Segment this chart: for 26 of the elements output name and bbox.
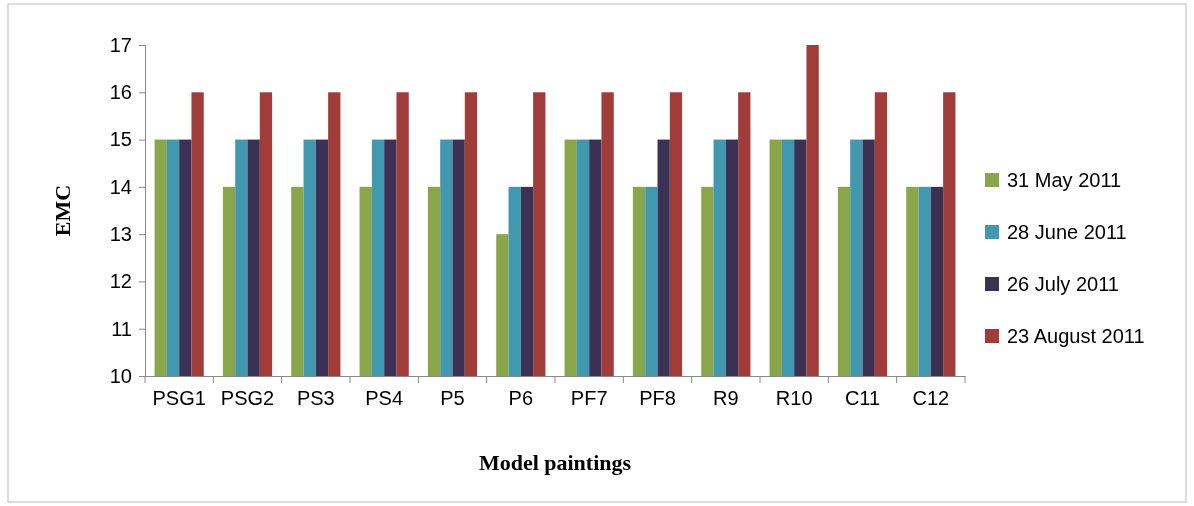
x-tick-label: PS4 (365, 387, 404, 409)
y-tick-label: 10 (109, 364, 132, 387)
x-tick-label: P6 (508, 387, 534, 409)
x-tick-label: R9 (713, 387, 739, 409)
x-tick-label: PS3 (296, 387, 335, 409)
y-axis-title: EMC (50, 184, 75, 237)
x-tick-label: PSG2 (220, 387, 275, 409)
x-tick-label: R10 (775, 387, 813, 409)
x-tick-label: P5 (440, 387, 465, 409)
y-tick-label: 14 (109, 175, 132, 198)
y-tick-label: 15 (109, 128, 132, 151)
y-tick-label: 13 (109, 223, 132, 246)
y-tick-label: 17 (109, 33, 132, 56)
y-tick-label: 11 (111, 317, 132, 340)
x-tick-label: PF8 (639, 387, 676, 409)
x-tick-label: C11 (844, 387, 881, 409)
x-axis-title: Model paintings (478, 450, 632, 475)
x-tick-label: PF7 (570, 387, 608, 409)
legend-label: 31 May 2011 (1007, 169, 1122, 191)
y-tick-label: 12 (109, 270, 132, 293)
y-tick-label: 16 (109, 81, 132, 104)
legend-label: 26 July 2011 (1007, 273, 1119, 295)
x-tick-label: C12 (912, 387, 950, 409)
x-tick-label: PSG1 (152, 387, 206, 409)
legend-label: 28 June 2011 (1007, 221, 1127, 243)
legend-label: 23 August 2011 (1007, 325, 1145, 347)
